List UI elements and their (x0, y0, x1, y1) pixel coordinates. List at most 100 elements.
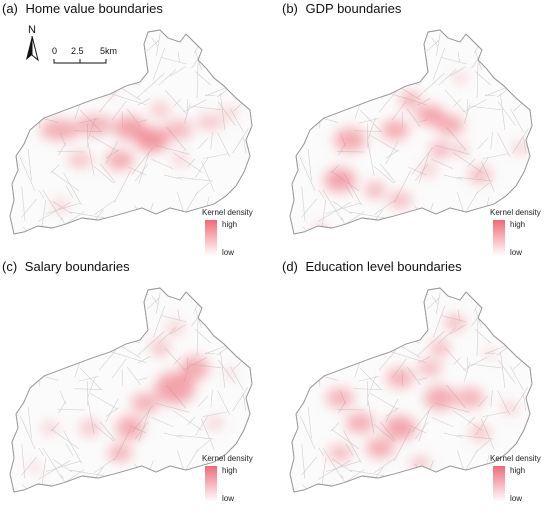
legend-gradient (205, 220, 217, 256)
density-hotspot (40, 120, 80, 140)
legend-title: Kernel density (490, 208, 541, 217)
city-region (290, 288, 532, 492)
density-hotspot (29, 463, 41, 473)
panel-title-text: GDP boundaries (305, 1, 402, 16)
legend-low: low (222, 248, 235, 257)
legend-high: high (222, 220, 238, 229)
legend-high: high (510, 220, 526, 229)
density-hotspot (445, 315, 465, 331)
density-hotspot (77, 115, 113, 135)
density-hotspot (328, 445, 352, 461)
city-outline-top (289, 29, 533, 235)
density-hotspot (456, 388, 484, 408)
density-hotspot (346, 413, 374, 433)
density-hotspot (400, 92, 420, 108)
legend-low: low (510, 494, 523, 503)
panel-title-text: Home value boundaries (25, 1, 163, 16)
density-hotspot (114, 116, 146, 140)
city-outline-top (289, 287, 533, 493)
legend-gradient (493, 466, 505, 502)
scale-bar: 0 2.5 5km (50, 46, 130, 70)
density-hotspot (454, 73, 466, 83)
panel-title: (b) GDP boundaries (282, 1, 401, 16)
density-hotspot (150, 340, 170, 356)
legend-high: high (222, 466, 238, 475)
density-hotspot (172, 154, 188, 166)
density-hotspot (502, 402, 518, 414)
density-hotspot (452, 144, 468, 156)
north-arrow: N (24, 24, 44, 64)
panel-title-text: Salary boundaries (24, 259, 130, 274)
panel-letter: (d) (282, 259, 298, 274)
density-hotspot (136, 128, 168, 152)
density-hotspot (222, 106, 238, 118)
panel-title: (c) Salary boundaries (2, 259, 130, 274)
density-hotspot (384, 416, 416, 440)
city-outline-top (9, 29, 253, 235)
map-education (289, 287, 533, 493)
density-hotspot (181, 356, 209, 380)
legend-title: Kernel density (202, 454, 253, 463)
density-hotspot (167, 321, 183, 335)
density-hotspot (430, 142, 450, 158)
density-hotspot (468, 167, 492, 183)
legend-gradient (205, 466, 217, 502)
density-hotspot (365, 182, 385, 198)
density-hotspot (150, 102, 170, 118)
scale-tick-0: 0 (52, 46, 58, 56)
legend-gradient (493, 220, 505, 256)
legend-title: Kernel density (490, 454, 541, 463)
city-outline-top (9, 287, 253, 493)
density-hotspot (164, 120, 192, 140)
density-hotspot (388, 192, 412, 208)
panel-title: (d) Education level boundaries (282, 259, 462, 274)
density-hotspot (312, 224, 328, 234)
legend: Kernel density high low (490, 208, 550, 257)
density-hotspot (108, 445, 132, 461)
north-arrow-icon (26, 36, 39, 62)
density-hotspot (224, 368, 236, 378)
scale-tick-1: 2.5 (71, 46, 84, 56)
density-hotspot (196, 114, 224, 130)
density-hotspot (420, 164, 436, 176)
density-hotspot (334, 128, 366, 152)
density-hotspot (42, 422, 58, 434)
density-hotspot (155, 372, 195, 404)
density-hotspot (52, 199, 68, 211)
density-hotspot (416, 105, 444, 125)
panel-letter: (a) (2, 1, 18, 16)
density-hotspot (436, 115, 464, 135)
density-hotspot (68, 152, 92, 168)
panel-letter: (b) (282, 1, 298, 16)
panel-title: (a) Home value boundaries (2, 1, 163, 16)
legend: Kernel density high low (490, 454, 550, 503)
legend-low: low (510, 248, 523, 257)
map-salary (9, 287, 253, 493)
density-hotspot (418, 360, 442, 376)
scale-bar-line (53, 59, 107, 64)
north-label: N (28, 24, 36, 36)
legend: Kernel density high low (202, 208, 264, 257)
density-hotspot (324, 168, 356, 192)
density-hotspot (386, 368, 414, 388)
map-home-value (9, 29, 253, 235)
panel-education: (d) Education level boundaries Kernel de… (280, 258, 550, 508)
density-hotspot (131, 393, 159, 413)
panel-salary: (c) Salary boundaries Kernel density hig… (0, 258, 270, 508)
density-hotspot (410, 457, 430, 469)
density-hotspot (470, 425, 490, 441)
legend: Kernel density high low (202, 454, 264, 503)
density-hotspot (512, 142, 528, 154)
legend-title: Kernel density (202, 208, 253, 217)
panel-gdp: (b) GDP boundaries Kernel density high l… (280, 0, 550, 257)
legend-high: high (510, 466, 526, 475)
density-hotspot (207, 417, 223, 429)
density-hotspot (326, 388, 354, 408)
density-hotspot (116, 416, 144, 440)
city-region (10, 288, 252, 492)
density-hotspot (484, 348, 496, 358)
density-hotspot (106, 150, 134, 170)
map-gdp (289, 29, 533, 235)
density-hotspot (381, 120, 409, 140)
panel-title-text: Education level boundaries (305, 259, 462, 274)
